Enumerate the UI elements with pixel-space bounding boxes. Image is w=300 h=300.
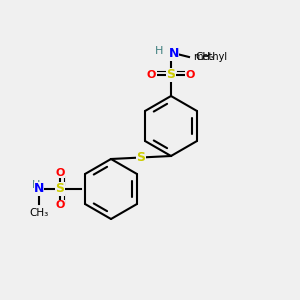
Text: O: O — [186, 70, 195, 80]
Text: O: O — [55, 200, 65, 211]
Text: methyl: methyl — [194, 52, 228, 62]
Text: S: S — [56, 182, 64, 196]
Text: N: N — [169, 47, 179, 61]
Text: H: H — [155, 46, 163, 56]
Text: O: O — [147, 70, 156, 80]
Text: S: S — [167, 68, 176, 82]
Text: CH₃: CH₃ — [195, 52, 214, 62]
Text: H: H — [32, 179, 40, 190]
Text: N: N — [34, 182, 44, 196]
Text: S: S — [136, 151, 146, 164]
Text: O: O — [55, 167, 65, 178]
Text: CH₃: CH₃ — [29, 208, 49, 218]
